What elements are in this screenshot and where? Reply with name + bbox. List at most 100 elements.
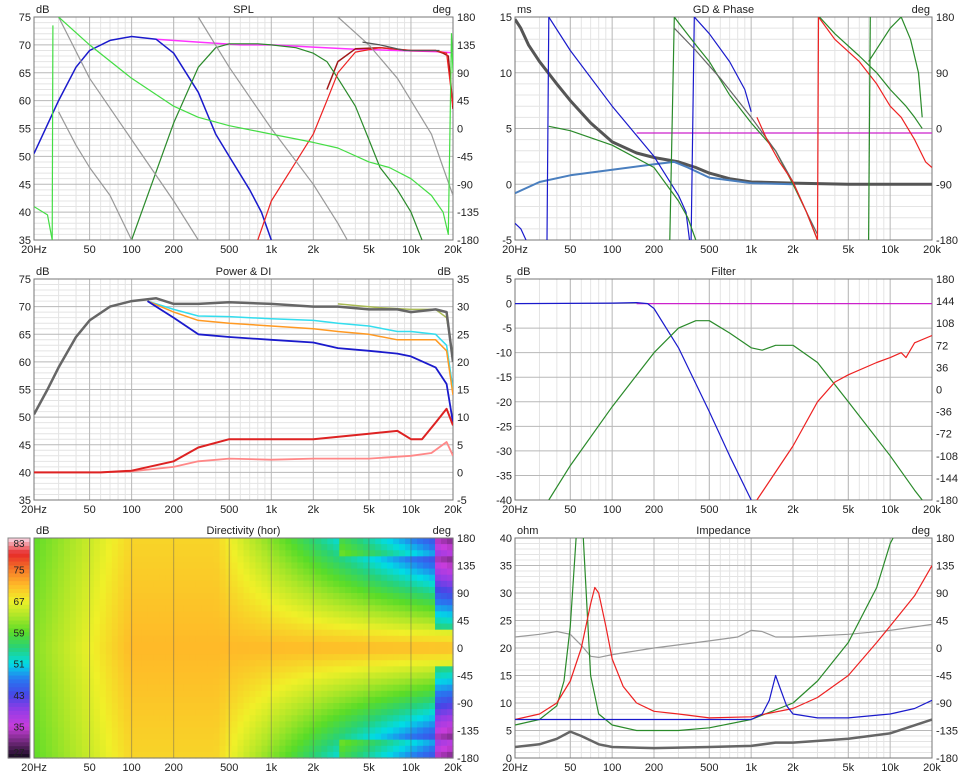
heatmap-cell [99,709,107,716]
heatmap-cell [279,733,286,741]
x-tick-label: 500 [220,244,238,256]
heatmap-cell [315,574,322,582]
heatmap-cell [99,648,107,655]
heatmap-cell [51,556,59,564]
heatmap-cell [159,617,167,625]
x-tick-label: 200 [164,762,182,774]
heatmap-cell [357,721,364,729]
heatmap-cell [321,660,328,667]
heatmap-cell [309,629,316,637]
heatmap-cell [57,556,65,564]
heatmap-cell [321,599,328,606]
heatmap-cell [237,666,245,674]
heatmap-cell [249,745,257,753]
heatmap-cell [34,635,41,643]
heatmap-cell [159,568,167,576]
heatmap-cell [309,556,316,564]
y-tick-label-right: 45 [457,616,469,628]
heatmap-cell [393,745,400,753]
heatmap-cell [315,641,322,649]
heatmap-cell [333,599,340,606]
heatmap-cell [297,574,304,582]
heatmap-cell [165,629,173,637]
heatmap-cell [381,739,388,747]
heatmap-cell [219,593,227,600]
heatmap-cell [189,562,197,570]
heatmap-cell [123,599,131,606]
y-tick-label-right: 144 [936,296,954,308]
y-tick-label: -40 [496,495,512,507]
x-tick-label: 200 [645,244,663,256]
heatmap-cell [135,556,143,564]
x-tick-label: 20k [444,504,462,516]
heatmap-cell [195,648,203,655]
heatmap-cell [327,684,334,692]
heatmap-cell [117,739,125,747]
heatmap-cell [225,629,233,637]
heatmap-cell [189,678,197,686]
heatmap-cell [34,678,41,686]
heatmap-cell [153,593,161,600]
heatmap-cell [207,629,215,637]
heatmap-cell [129,672,137,680]
y-tick-label-right: 45 [936,616,948,628]
heatmap-cell [99,666,107,674]
heatmap-cell [207,599,215,606]
heatmap-cell [225,641,233,649]
heatmap-cell [351,586,358,594]
heatmap-cell [339,580,346,588]
heatmap-cell [39,709,47,716]
heatmap-cell [93,727,101,735]
y-tick-label: 50 [19,151,31,163]
heatmap-cell [423,648,430,655]
heatmap-cell [429,751,436,759]
heatmap-cell [255,550,263,557]
chart-title: Impedance [696,525,750,537]
heatmap-cell [405,654,412,661]
heatmap-cell [303,550,310,557]
heatmap-cell [177,544,185,551]
heatmap-cell [99,562,107,570]
heatmap-cell [357,599,364,606]
heatmap-cell [321,629,328,637]
heatmap-cell [153,696,161,704]
heatmap-cell [417,635,424,643]
heatmap-cell [39,727,47,735]
heatmap-cell [213,562,221,570]
heatmap-cell [183,703,191,710]
heatmap-cell [117,709,125,716]
heatmap-cell [243,586,251,594]
heatmap-cell [333,556,340,564]
heatmap-cell [81,715,89,722]
heatmap-cell [51,751,59,759]
heatmap-cell [51,690,59,698]
colorbar-cell [8,624,30,629]
heatmap-cell [441,733,448,741]
heatmap-cell [63,727,71,735]
heatmap-cell [237,727,245,735]
heatmap-cell [45,684,53,692]
heatmap-cell [219,727,227,735]
heatmap-cell [435,678,442,686]
heatmap-cell [243,550,251,557]
heatmap-cell [45,580,53,588]
heatmap-cell [345,648,352,655]
heatmap-cell [315,727,322,735]
heatmap-cell [261,580,269,588]
heatmap-cell [279,654,286,661]
heatmap-cell [417,654,424,661]
heatmap-cell [81,745,89,753]
heatmap-cell [111,593,119,600]
heatmap-cell [171,709,179,716]
heatmap-cell [249,721,257,729]
heatmap-cell [231,727,239,735]
heatmap-cell [57,586,65,594]
heatmap-cell [87,703,95,710]
heatmap-cell [387,751,394,759]
heatmap-cell [69,544,77,551]
heatmap-cell [387,672,394,680]
heatmap-cell [195,678,203,686]
heatmap-cell [357,684,364,692]
heatmap-cell [111,550,119,557]
heatmap-cell [261,721,269,729]
